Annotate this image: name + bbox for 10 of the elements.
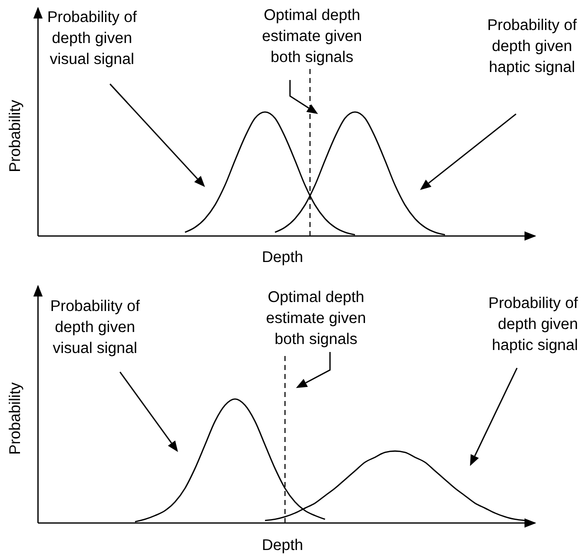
y-axis-title: Probability xyxy=(7,382,24,455)
text: Probability of depth given haptic signal xyxy=(487,17,578,76)
text: Probability of depth given visual signal xyxy=(47,9,138,68)
text: Probability of depth given haptic signal xyxy=(488,295,579,354)
y-axis-title: Probability xyxy=(7,100,24,172)
text: Optimal depth estimate given both signals xyxy=(262,7,362,66)
x-axis-title: Depth xyxy=(262,537,304,554)
text: Probability of depth given visual signal xyxy=(50,298,140,357)
text: Optimal depth estimate given both signals xyxy=(266,289,366,348)
x-axis-title: Depth xyxy=(262,249,304,266)
